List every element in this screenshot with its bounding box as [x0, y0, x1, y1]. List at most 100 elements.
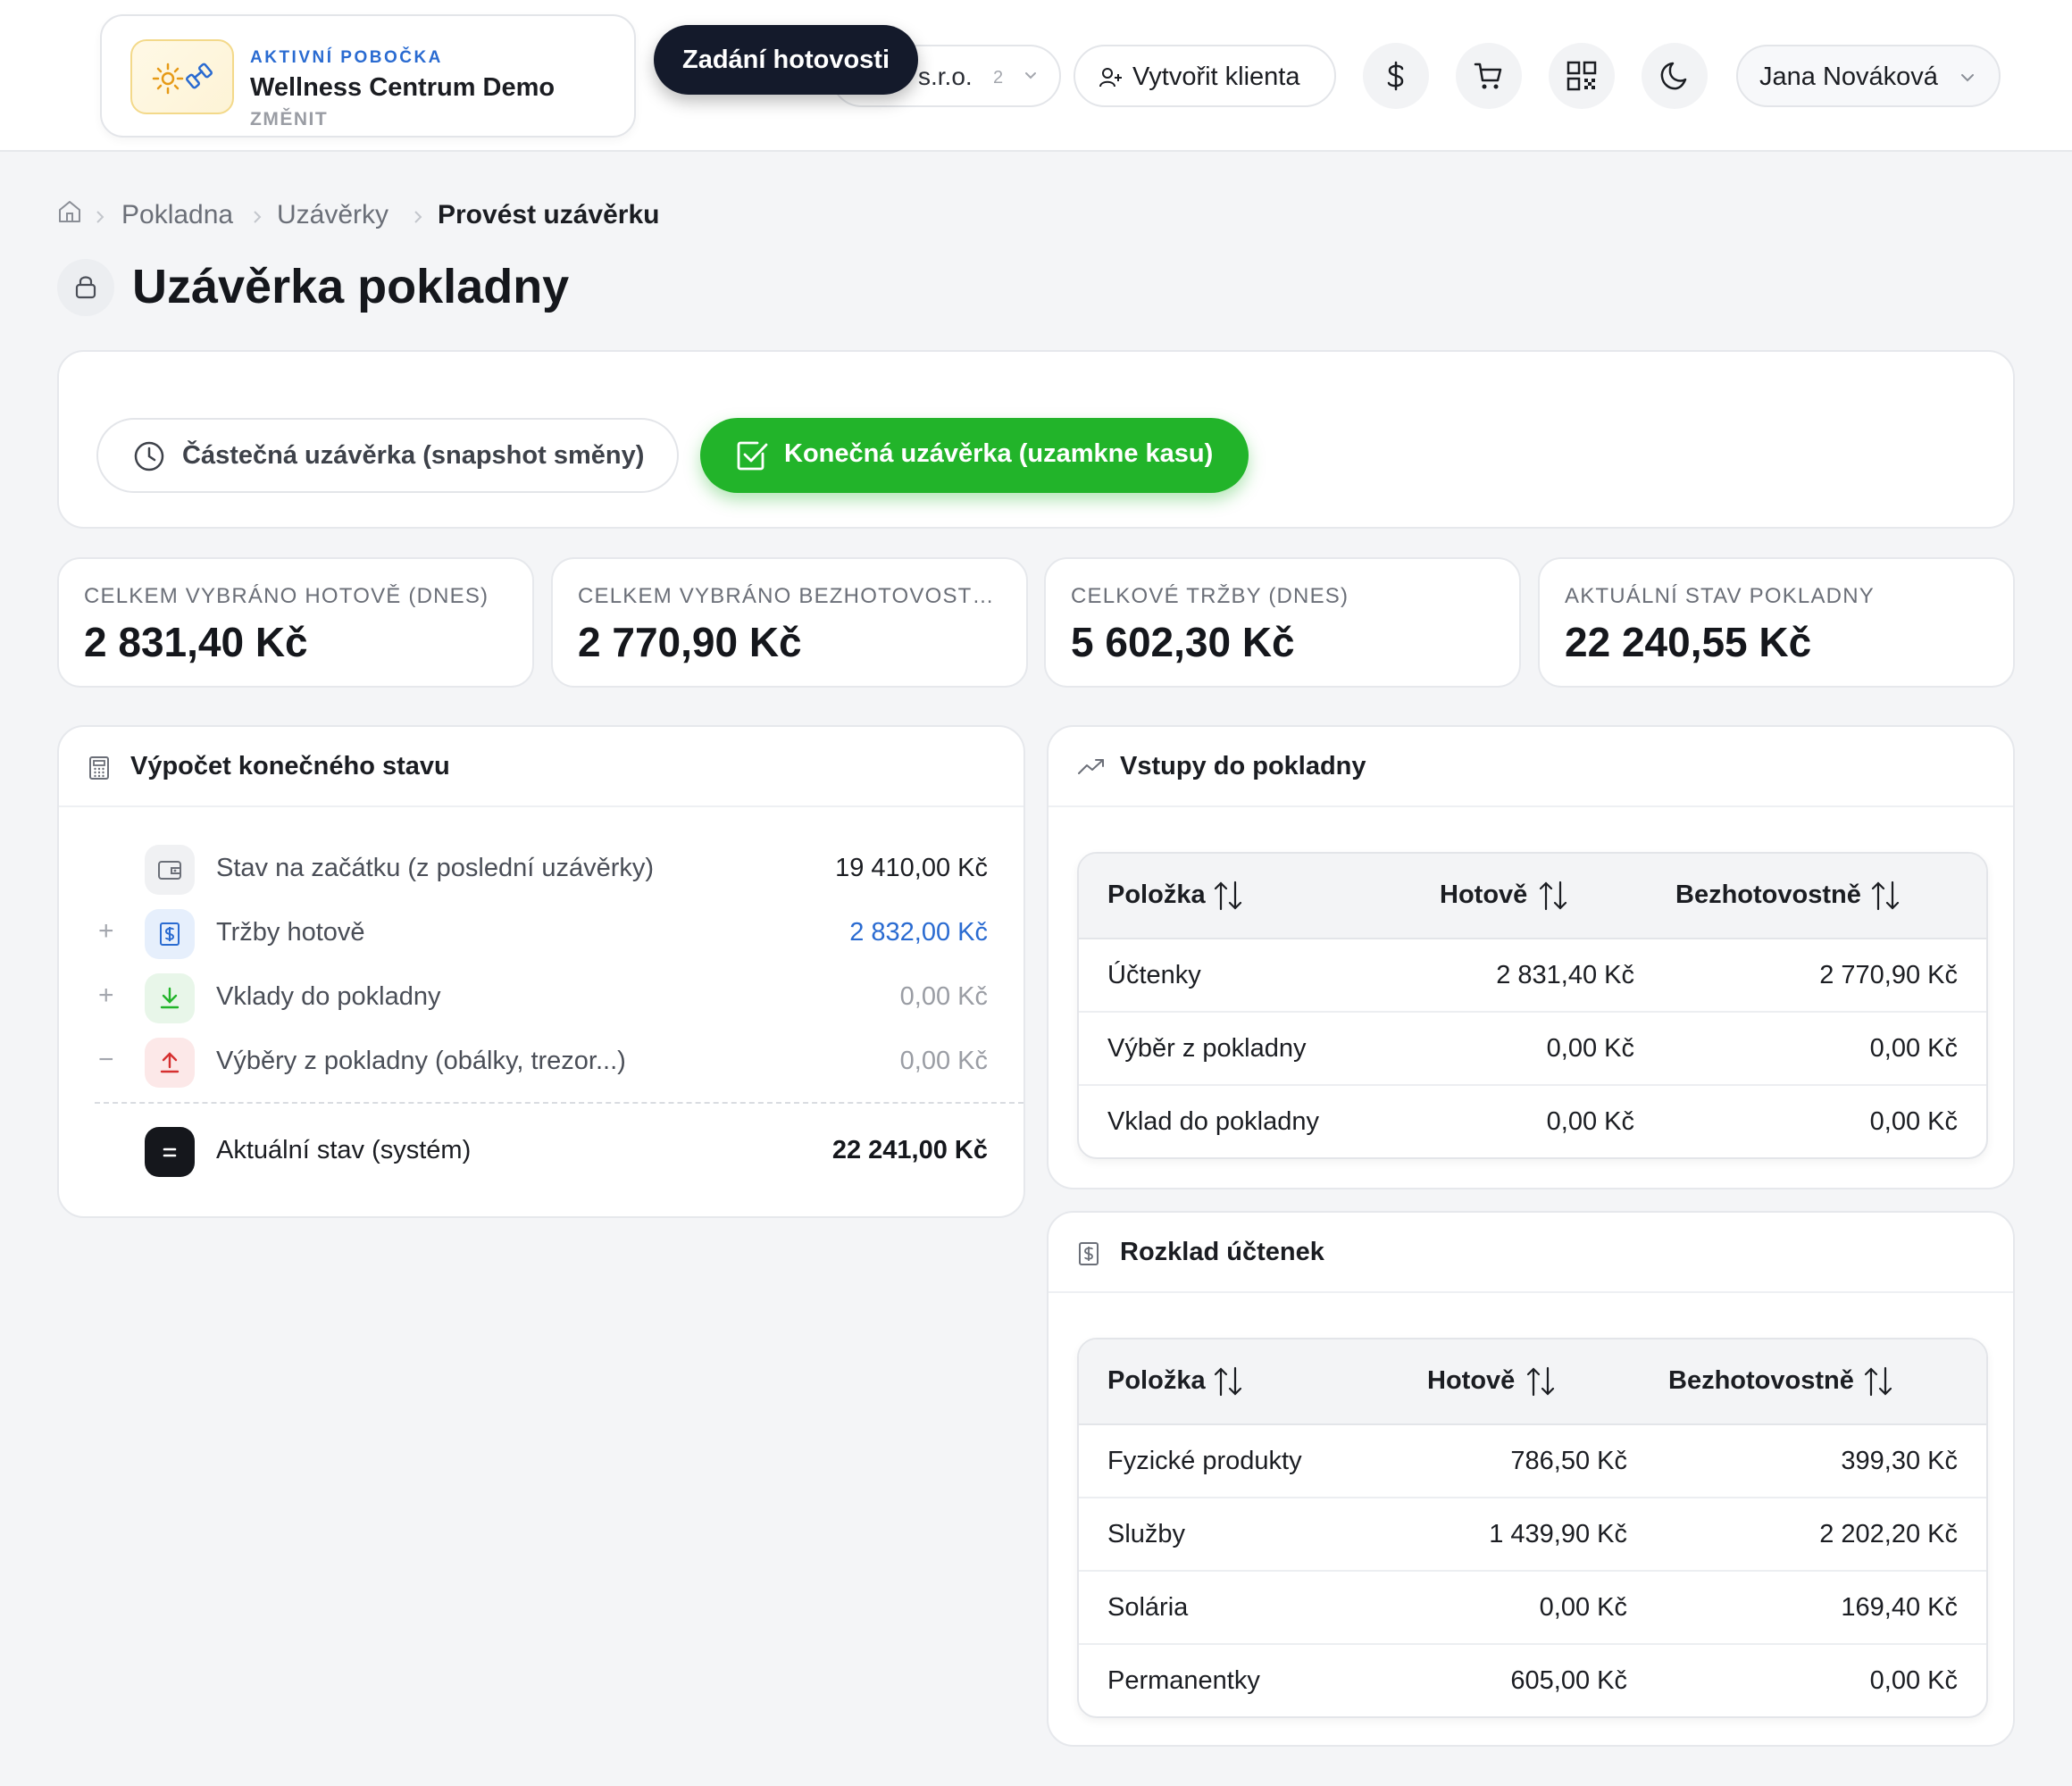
- calc-icon-wrap: [145, 1038, 195, 1088]
- sort-icon: [1539, 880, 1567, 911]
- create-client-label: Vytvořit klienta: [1132, 63, 1300, 91]
- sort-icon: [1864, 1366, 1892, 1397]
- qr-code-button[interactable]: [1549, 43, 1615, 109]
- calc-icon-wrap: [145, 1127, 195, 1177]
- calc-row-withdrawals: − Výběry z pokladny (obálky, trezor...) …: [59, 1034, 1023, 1091]
- final-closing-button[interactable]: Konečná uzávěrka (uzamkne kasu): [700, 418, 1249, 493]
- panel-header: Rozklad účtenek: [1049, 1213, 2013, 1293]
- table-cell: 0,00 Kč: [1869, 1666, 1958, 1695]
- register-inputs-panel: Vstupy do pokladny Položka Hotově Bezhot…: [1047, 725, 2015, 1189]
- table-cell: 1 439,90 Kč: [1489, 1520, 1627, 1548]
- table-row: Fyzické produkty 786,50 Kč 399,30 Kč: [1079, 1425, 1986, 1498]
- calc-total-label: Aktuální stav (systém): [216, 1136, 472, 1164]
- table-header: Položka Hotově Bezhotovostně: [1079, 854, 1986, 939]
- kpi-label: CELKEM VYBRÁNO HOTOVĚ (DNES): [84, 584, 489, 608]
- table-cell: 2 202,20 Kč: [1819, 1520, 1958, 1548]
- kpi-value: 2 831,40 Kč: [84, 619, 308, 665]
- table-cell: Výběr z pokladny: [1107, 1034, 1307, 1063]
- inputs-table: Položka Hotově Bezhotovostně: [1077, 852, 1988, 1159]
- calc-label: Tržby hotově: [216, 918, 365, 947]
- kpi-value: 2 770,90 Kč: [578, 619, 802, 665]
- table-cell: 399,30 Kč: [1841, 1447, 1958, 1475]
- sort-icon: [1526, 1366, 1555, 1397]
- table-cell: 0,00 Kč: [1869, 1034, 1958, 1063]
- clock-icon: [134, 441, 164, 472]
- company-name: s.r.o.: [918, 63, 973, 90]
- panel-title: Výpočet konečného stavu: [130, 752, 450, 780]
- calc-label: Vklady do pokladny: [216, 982, 441, 1011]
- calc-label: Výběry z pokladny (obálky, trezor...): [216, 1047, 626, 1075]
- table-cell: 605,00 Kč: [1510, 1666, 1627, 1695]
- sort-icon: [1871, 880, 1900, 911]
- home-icon[interactable]: [57, 198, 82, 225]
- download-arrow-icon: [160, 987, 180, 1009]
- table-cell: Solária: [1107, 1593, 1189, 1622]
- final-balance-calc-panel: Výpočet konečného stavu Stav na začátku …: [57, 725, 1025, 1218]
- chevron-down-icon: [1961, 74, 1974, 82]
- cash-entry-tooltip: Zadání hotovosti: [654, 25, 918, 95]
- trending-up-icon: [1078, 759, 1104, 774]
- table-row: Permanentky 605,00 Kč 0,00 Kč: [1079, 1645, 1986, 1716]
- dollar-icon: [1387, 61, 1404, 91]
- wallet-icon: [158, 861, 181, 880]
- cart-button[interactable]: [1456, 43, 1522, 109]
- upload-arrow-icon: [160, 1052, 180, 1073]
- kpi-value: 22 240,55 Kč: [1565, 619, 1812, 665]
- calc-label: Stav na začátku (z poslední uzávěrky): [216, 854, 655, 882]
- create-client-button[interactable]: Vytvořit klienta: [1074, 45, 1336, 107]
- table-cell: Účtenky: [1107, 961, 1201, 989]
- calc-operator: +: [98, 981, 114, 1010]
- calc-total-value: 22 241,00 Kč: [831, 1136, 988, 1164]
- calc-value: 0,00 Kč: [899, 982, 988, 1011]
- table-cell: 0,00 Kč: [1869, 1107, 1958, 1136]
- column-header-cashless[interactable]: Bezhotovostně: [1668, 1366, 1892, 1397]
- panel-title: Vstupy do pokladny: [1120, 752, 1366, 780]
- breadcrumb-current: Provést uzávěrku: [438, 200, 660, 230]
- branch-logo: [130, 39, 234, 114]
- calc-icon-wrap: [145, 845, 195, 895]
- page-title: Uzávěrka pokladny: [132, 260, 570, 313]
- table-row: Solária 0,00 Kč 169,40 Kč: [1079, 1572, 1986, 1645]
- column-header-cashless[interactable]: Bezhotovostně: [1675, 880, 1900, 911]
- table-row: Výběr z pokladny 0,00 Kč 0,00 Kč: [1079, 1013, 1986, 1086]
- table-row: Služby 1 439,90 Kč 2 202,20 Kč: [1079, 1498, 1986, 1572]
- column-header-cash[interactable]: Hotově: [1440, 880, 1567, 911]
- breadcrumb-item[interactable]: Pokladna: [121, 200, 234, 230]
- chevron-right-icon: [254, 211, 262, 223]
- table-cell: Služby: [1107, 1520, 1186, 1548]
- column-header-item[interactable]: Položka: [1107, 880, 1242, 911]
- table-cell: 2 770,90 Kč: [1819, 961, 1958, 989]
- branch-eyebrow: AKTIVNÍ POBOČKA: [250, 48, 443, 67]
- branch-switcher[interactable]: AKTIVNÍ POBOČKA Wellness Centrum Demo ZM…: [100, 14, 636, 138]
- company-count-badge: 2: [993, 68, 1004, 88]
- column-header-cash[interactable]: Hotově: [1427, 1366, 1555, 1397]
- calculator-icon: [89, 756, 109, 780]
- column-header-item[interactable]: Položka: [1107, 1366, 1242, 1397]
- lock-icon: [75, 276, 96, 299]
- kpi-label: AKTUÁLNÍ STAV POKLADNY: [1565, 584, 1875, 608]
- theme-toggle-button[interactable]: [1642, 43, 1708, 109]
- calc-value: 19 410,00 Kč: [835, 854, 988, 882]
- table-cell: Vklad do pokladny: [1107, 1107, 1319, 1136]
- table-cell: 0,00 Kč: [1546, 1107, 1634, 1136]
- panel-header: Vstupy do pokladny: [1049, 727, 2013, 807]
- table-row: Účtenky 2 831,40 Kč 2 770,90 Kč: [1079, 939, 1986, 1013]
- branch-change-link[interactable]: ZMĚNIT: [250, 109, 329, 129]
- table-cell: Permanentky: [1107, 1666, 1260, 1695]
- partial-closing-button[interactable]: Částečná uzávěrka (snapshot směny): [96, 418, 679, 493]
- calc-divider: [95, 1102, 1023, 1104]
- checkbox-check-icon: [737, 441, 768, 471]
- branch-name: Wellness Centrum Demo: [250, 73, 556, 102]
- kpi-label: CELKOVÉ TRŽBY (DNES): [1071, 584, 1349, 608]
- chevron-right-icon: [414, 211, 422, 223]
- calc-icon-wrap: [145, 973, 195, 1023]
- calc-row-cash-revenue: + Tržby hotově 2 832,00 Kč: [59, 906, 1023, 963]
- cash-entry-button[interactable]: [1363, 43, 1429, 109]
- calc-icon-wrap: [145, 909, 195, 959]
- table-cell: Fyzické produkty: [1107, 1447, 1302, 1475]
- breadcrumb-item[interactable]: Uzávěrky: [277, 200, 389, 230]
- table-cell: 0,00 Kč: [1539, 1593, 1627, 1622]
- closing-mode-card: Částečná uzávěrka (snapshot směny) Koneč…: [57, 350, 2015, 529]
- partial-closing-label: Částečná uzávěrka (snapshot směny): [182, 441, 645, 470]
- user-menu[interactable]: Jana Nováková: [1736, 45, 2001, 107]
